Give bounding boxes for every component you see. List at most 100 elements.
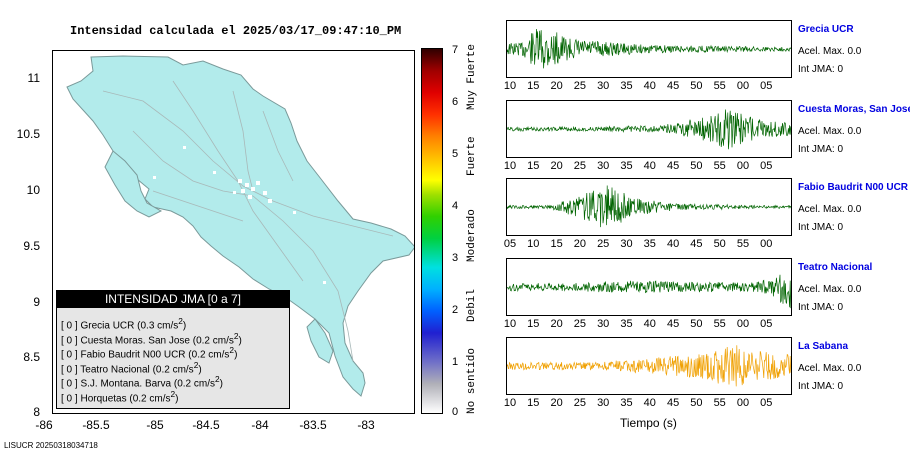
station-jma-intensity: Int JMA: 0	[798, 222, 844, 233]
waveform-time-tick: 30	[597, 397, 610, 409]
intensity-colorbar	[421, 48, 443, 414]
waveform-trace	[507, 185, 791, 228]
map-y-tick: 8.5	[23, 350, 40, 364]
legend-item-name: Grecia UCR	[80, 320, 135, 332]
waveform-time-tick: 25	[573, 318, 587, 330]
waveform-time-tick: 15	[550, 238, 563, 250]
waveform-time-tick: 35	[620, 80, 633, 92]
colorbar-tick: 6	[452, 96, 459, 108]
legend-item-unit-exponent: 2	[178, 316, 183, 326]
legend-item-value: (0.2 cm/s	[152, 363, 194, 375]
map-x-tick: -85.5	[82, 418, 110, 432]
waveform-time-tick: 20	[550, 397, 563, 409]
waveform-time-tick: 10	[503, 80, 517, 92]
waveform-time-tick: 20	[550, 160, 563, 172]
legend-item: [ 0 ] Fabio Baudrit N00 UCR (0.2 cm/s2)	[57, 343, 289, 361]
map-x-tick: -86	[35, 418, 53, 432]
waveform-time-tick: 45	[666, 80, 680, 92]
waveform-time-tick: 30	[597, 160, 610, 172]
legend-item-level: [ 0 ]	[61, 334, 78, 346]
colorbar-tick: 5	[452, 148, 459, 160]
waveform-time-tick: 50	[690, 80, 703, 92]
waveform-time-tick: 45	[666, 160, 680, 172]
waveform-time-tick: 40	[643, 318, 656, 330]
waveform-time-tick: 25	[573, 397, 587, 409]
waveform-time-tick: 45	[666, 318, 680, 330]
waveform-time-tick: 10	[503, 318, 517, 330]
legend-item-value: (0.3 cm/s	[137, 320, 179, 332]
map-x-tick: -83	[357, 418, 375, 432]
station-jma-intensity: Int JMA: 0	[798, 144, 844, 155]
map-x-tick: -85	[146, 418, 164, 432]
colorbar-tick: 3	[452, 252, 459, 264]
waveform-time-tick: 40	[643, 80, 656, 92]
legend-item: [ 0 ] Grecia UCR (0.3 cm/s2)	[57, 314, 289, 332]
waveform-panel[interactable]	[506, 337, 792, 395]
waveform-panel[interactable]	[506, 258, 792, 316]
waveform-time-tick: 00	[736, 80, 750, 92]
waveform-time-tick: 15	[527, 397, 540, 409]
waveform-plot	[507, 274, 791, 309]
costa-rica-landmass	[66, 55, 414, 397]
legend-item-level: [ 0 ]	[61, 349, 78, 361]
map-x-tick: -84.5	[192, 418, 220, 432]
waveform-time-tick: 25	[597, 238, 610, 250]
waveform-time-tick: 55	[713, 80, 726, 92]
station-name: Fabio Baudrit N00 UCR	[798, 182, 909, 193]
colorbar-tick: 2	[452, 304, 459, 316]
colorbar-label-moderado: Moderado	[466, 209, 478, 262]
waveform-time-tick: 50	[690, 397, 703, 409]
station-name: Grecia UCR	[798, 24, 854, 35]
station-name: Cuesta Moras, San Jose	[798, 104, 910, 115]
waveform-x-axis-label: Tiempo (s)	[620, 416, 677, 430]
waveform-time-tick: 15	[527, 318, 540, 330]
legend-item-close: )	[219, 378, 223, 390]
waveform-time-tick: 00	[736, 397, 750, 409]
colorbar-tick: 0	[452, 406, 459, 418]
waveform-trace	[507, 28, 791, 69]
station-max-acceleration: Acel. Max. 0.0	[798, 46, 862, 57]
osa-peninsula	[306, 318, 334, 364]
waveform-panel[interactable]	[506, 100, 792, 158]
map-y-tick: 10.5	[16, 127, 40, 141]
waveform-time-tick: 30	[620, 238, 633, 250]
waveform-plot	[507, 109, 791, 150]
waveform-time-tick: 10	[527, 238, 540, 250]
map-y-tick: 11	[27, 71, 40, 85]
waveform-time-tick: 15	[527, 160, 540, 172]
waveform-plot	[507, 28, 791, 69]
map-y-tick: 9	[33, 295, 40, 309]
legend-item-close: )	[182, 320, 187, 332]
waveform-trace	[507, 109, 791, 150]
colorbar-label-no-sentido: No sentido	[466, 347, 478, 414]
waveform-panel[interactable]	[506, 20, 792, 78]
waveform-trace	[507, 274, 791, 309]
waveform-time-tick: 00	[736, 160, 750, 172]
legend-item-level: [ 0 ]	[61, 378, 78, 390]
waveform-time-tick: 00	[736, 318, 750, 330]
waveform-time-tick: 45	[666, 397, 680, 409]
legend-item-unit-exponent: 2	[193, 359, 199, 370]
legend-item-value: (0.2 cm/s	[188, 349, 230, 361]
waveform-panel[interactable]	[506, 178, 792, 236]
waveform-time-tick: 05	[760, 80, 773, 92]
waveform-time-tick: 50	[713, 238, 726, 250]
legend-item-unit-exponent: 2	[170, 388, 176, 399]
footer-id: LISUCR 20250318034718	[4, 441, 98, 450]
waveform-time-tick: 50	[690, 318, 703, 330]
station-name: Teatro Nacional	[798, 262, 873, 273]
station-max-acceleration: Acel. Max. 0.0	[798, 363, 862, 374]
legend-item-close: )	[175, 392, 179, 404]
legend-title: INTENSIDAD JMA [0 a 7]	[57, 291, 289, 308]
legend-item-name: Cuesta Moras. San Jose	[80, 334, 190, 346]
waveform-time-tick: 10	[503, 397, 517, 409]
waveform-time-tick: 05	[760, 397, 773, 409]
legend-item-close: )	[198, 363, 202, 375]
station-max-acceleration: Acel. Max. 0.0	[798, 284, 862, 295]
waveform-time-tick: 15	[527, 80, 540, 92]
station-jma-intensity: Int JMA: 0	[798, 381, 844, 392]
legend-item-name: Teatro Nacional	[80, 363, 150, 375]
waveform-time-tick: 55	[713, 318, 726, 330]
legend-item-name: S.J. Montana. Barva	[80, 378, 172, 390]
station-max-acceleration: Acel. Max. 0.0	[798, 126, 862, 137]
